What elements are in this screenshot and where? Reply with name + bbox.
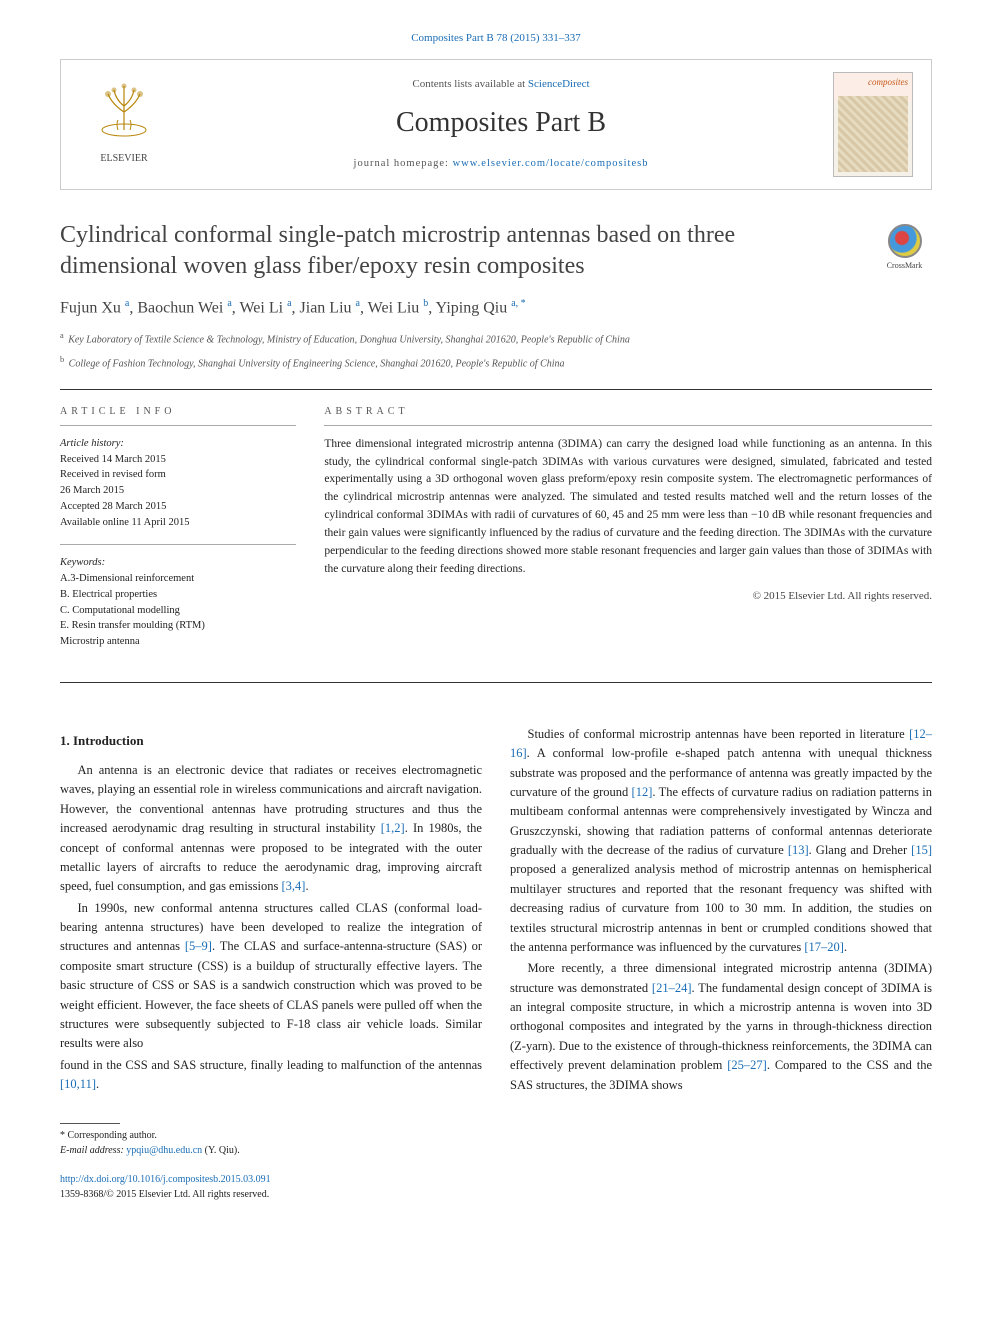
keyword-line: C. Computational modelling xyxy=(60,605,180,616)
history-line: 26 March 2015 xyxy=(60,485,124,496)
intro-p3: Studies of conformal microstrip antennas… xyxy=(510,725,932,958)
history-line: Received in revised form xyxy=(60,469,166,480)
intro-p4: More recently, a three dimensional integ… xyxy=(510,959,932,1095)
publisher-block: ELSEVIER xyxy=(79,82,169,166)
keyword-line: B. Electrical properties xyxy=(60,589,157,600)
intro-p2b: found in the CSS and SAS structure, fina… xyxy=(60,1056,482,1095)
doi-link[interactable]: http://dx.doi.org/10.1016/j.compositesb.… xyxy=(60,1174,271,1185)
corresponding-author: * Corresponding author. xyxy=(60,1128,932,1143)
intro-p2a: In 1990s, new conformal antenna structur… xyxy=(60,899,482,1054)
keyword-line: A.3-Dimensional reinforcement xyxy=(60,573,194,584)
p3-text-e: proposed a generalized analysis method o… xyxy=(510,862,932,954)
p3-text-f: . xyxy=(844,940,847,954)
keyword-line: E. Resin transfer moulding (RTM) xyxy=(60,620,205,631)
ref-link[interactable]: [25–27] xyxy=(727,1058,767,1072)
article-history-block: Article history: Received 14 March 2015 R… xyxy=(60,436,296,531)
history-line: Received 14 March 2015 xyxy=(60,454,166,465)
ref-link[interactable]: [10,11] xyxy=(60,1077,96,1091)
ref-link[interactable]: [17–20] xyxy=(804,940,844,954)
p2-text-d: . xyxy=(96,1077,99,1091)
p3-text-d: . Glang and Dreher xyxy=(809,843,912,857)
homepage-link[interactable]: www.elsevier.com/locate/compositesb xyxy=(453,158,649,169)
info-rule xyxy=(60,425,296,426)
ref-link[interactable]: [21–24] xyxy=(652,981,692,995)
article-info-label: ARTICLE INFO xyxy=(60,404,296,419)
keyword-line: Microstrip antenna xyxy=(60,636,140,647)
history-label: Article history: xyxy=(60,438,124,449)
p1-text-c: . xyxy=(305,879,308,893)
p2-text-c: found in the CSS and SAS structure, fina… xyxy=(60,1058,482,1072)
affiliation-line: a Key Laboratory of Textile Science & Te… xyxy=(60,330,932,347)
authors-list: Fujun Xu a, Baochun Wei a, Wei Li a, Jia… xyxy=(60,296,932,320)
intro-p1: An antenna is an electronic device that … xyxy=(60,761,482,897)
keywords-label: Keywords: xyxy=(60,557,105,568)
rule-top xyxy=(60,389,932,390)
email-who: (Y. Qiu). xyxy=(202,1145,240,1156)
journal-cover-thumbnail: composites xyxy=(833,72,913,177)
publisher-name: ELSEVIER xyxy=(79,151,169,166)
section-heading-1: 1. Introduction xyxy=(60,731,482,751)
page-footer: * Corresponding author. E-mail address: … xyxy=(60,1123,932,1202)
article-info-column: ARTICLE INFO Article history: Received 1… xyxy=(60,404,296,664)
contents-prefix: Contents lists available at xyxy=(412,78,527,90)
corr-email-line: E-mail address: ypqiu@dhu.edu.cn (Y. Qiu… xyxy=(60,1143,932,1158)
ref-link[interactable]: [13] xyxy=(788,843,809,857)
homepage-line: journal homepage: www.elsevier.com/locat… xyxy=(169,156,833,172)
history-line: Available online 11 April 2015 xyxy=(60,517,189,528)
elsevier-logo-icon xyxy=(94,82,154,142)
header-center: Contents lists available at ScienceDirec… xyxy=(169,76,833,172)
paper-title: Cylindrical conformal single-patch micro… xyxy=(60,220,857,282)
ref-link[interactable]: [5–9] xyxy=(185,939,212,953)
footnote-rule xyxy=(60,1123,120,1124)
contents-line: Contents lists available at ScienceDirec… xyxy=(169,76,833,93)
journal-header: ELSEVIER Contents lists available at Sci… xyxy=(60,59,932,190)
ref-link[interactable]: [12] xyxy=(632,785,653,799)
p3-text-a: Studies of conformal microstrip antennas… xyxy=(528,727,910,741)
info-rule-2 xyxy=(60,544,296,545)
issn-copyright: 1359-8368/© 2015 Elsevier Ltd. All right… xyxy=(60,1189,269,1200)
ref-link[interactable]: [3,4] xyxy=(282,879,306,893)
rule-bottom xyxy=(60,682,932,683)
abstract-column: ABSTRACT Three dimensional integrated mi… xyxy=(324,404,932,664)
keywords-block: Keywords: A.3-Dimensional reinforcement B… xyxy=(60,555,296,650)
cover-title: composites xyxy=(834,73,912,93)
p2-text-b: . The CLAS and surface-antenna-structure… xyxy=(60,939,482,1050)
sciencedirect-link[interactable]: ScienceDirect xyxy=(528,78,590,90)
abstract-text: Three dimensional integrated microstrip … xyxy=(324,436,932,579)
homepage-prefix: journal homepage: xyxy=(354,158,453,169)
crossmark-badge[interactable]: CrossMark xyxy=(877,224,932,272)
abstract-rule xyxy=(324,425,932,426)
top-citation: Composites Part B 78 (2015) 331–337 xyxy=(60,30,932,47)
ref-link[interactable]: [1,2] xyxy=(381,821,405,835)
journal-name: Composites Part B xyxy=(169,102,833,144)
affiliation-line: b College of Fashion Technology, Shangha… xyxy=(60,354,932,371)
abstract-copyright: © 2015 Elsevier Ltd. All rights reserved… xyxy=(324,588,932,605)
history-line: Accepted 28 March 2015 xyxy=(60,501,166,512)
abstract-label: ABSTRACT xyxy=(324,404,932,419)
email-link[interactable]: ypqiu@dhu.edu.cn xyxy=(126,1145,202,1156)
email-label: E-mail address: xyxy=(60,1145,126,1156)
ref-link[interactable]: [15] xyxy=(911,843,932,857)
affiliations: a Key Laboratory of Textile Science & Te… xyxy=(60,330,932,371)
crossmark-icon xyxy=(888,224,922,258)
body-columns: 1. Introduction An antenna is an electro… xyxy=(60,725,932,1097)
cover-image-icon xyxy=(838,96,908,172)
crossmark-label: CrossMark xyxy=(887,261,923,270)
